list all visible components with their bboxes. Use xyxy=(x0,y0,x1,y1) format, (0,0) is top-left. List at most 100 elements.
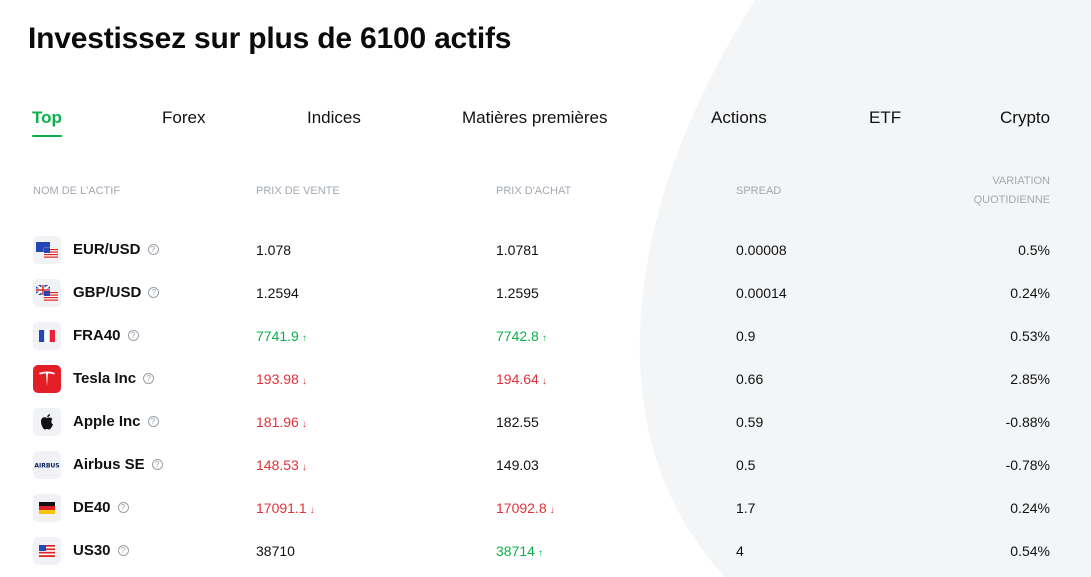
table-row[interactable]: Tesla Inc ? 193.98 ↓ 194.64 ↓ 0.66 2.85% xyxy=(0,364,1091,394)
sell-price: 7741.9 ↑ xyxy=(256,328,307,344)
asset-label: DE40 xyxy=(73,499,111,516)
tab-etf[interactable]: ETF xyxy=(869,108,902,127)
spread-value: 0.66 xyxy=(736,371,764,387)
arrow-down-icon: ↓ xyxy=(549,505,555,516)
table-row[interactable]: Apple Inc ? 181.96 ↓ 182.55 0.59 -0.88% xyxy=(0,407,1091,437)
spread-value: 0.59 xyxy=(736,414,764,430)
info-icon[interactable]: ? xyxy=(148,287,160,298)
info-icon[interactable]: ? xyxy=(117,502,129,513)
buy-price: 149.03 xyxy=(496,457,539,473)
spread-value: 0.5 xyxy=(736,457,756,473)
header-buy: PRIX D'ACHAT xyxy=(496,185,572,197)
table-row[interactable]: EUR/USD ? 1.078 1.0781 0.00008 0.5% xyxy=(0,235,1091,265)
variation-value: 0.24% xyxy=(1010,285,1050,301)
tab-forex[interactable]: Forex xyxy=(162,108,206,127)
buy-value: 1.0781 xyxy=(496,242,539,258)
asset-name[interactable]: FRA40 ? xyxy=(73,327,139,344)
table-row[interactable]: GBP/USD ? 1.2594 1.2595 0.00014 0.24% xyxy=(0,278,1091,308)
us-flag-icon xyxy=(33,537,61,565)
info-icon[interactable]: ? xyxy=(147,244,159,255)
table-row[interactable]: FRA40 ? 7741.9 ↑ 7742.8 ↑ 0.9 0.53% xyxy=(0,321,1091,351)
sell-value: 181.96 xyxy=(256,414,299,430)
tab-crypto[interactable]: Crypto xyxy=(1000,108,1051,127)
arrow-down-icon: ↓ xyxy=(301,376,307,387)
buy-value: 38714 xyxy=(496,543,535,559)
table-row[interactable]: US30 ? 38710 38714 ↑ 4 0.54% xyxy=(0,536,1091,566)
buy-price: 7742.8 ↑ xyxy=(496,328,547,344)
variation-value: 0.53% xyxy=(1010,328,1050,344)
tab-actions[interactable]: Actions xyxy=(711,108,767,127)
sell-value: 17091.1 xyxy=(256,500,307,516)
tab-top[interactable]: Top xyxy=(32,108,62,137)
buy-price: 17092.8 ↓ xyxy=(496,500,555,516)
germany-flag-icon xyxy=(33,494,61,522)
sell-value: 7741.9 xyxy=(256,328,299,344)
sell-price: 17091.1 ↓ xyxy=(256,500,315,516)
spread-value: 0.00014 xyxy=(736,285,787,301)
header-sell: PRIX DE VENTE xyxy=(256,185,340,197)
asset-name[interactable]: Airbus SE ? xyxy=(73,456,163,473)
arrow-down-icon: ↓ xyxy=(301,462,307,473)
asset-name[interactable]: Tesla Inc ? xyxy=(73,370,155,387)
variation-value: 2.85% xyxy=(1010,371,1050,387)
asset-name[interactable]: EUR/USD ? xyxy=(73,241,159,258)
variation-value: -0.88% xyxy=(1005,414,1050,430)
uk-us-flag-icon xyxy=(33,279,61,307)
buy-value: 194.64 xyxy=(496,371,539,387)
sell-value: 1.078 xyxy=(256,242,292,258)
sell-price: 1.2594 xyxy=(256,285,299,301)
arrow-down-icon: ↓ xyxy=(301,419,307,430)
asset-name[interactable]: Apple Inc ? xyxy=(73,413,159,430)
info-icon[interactable]: ? xyxy=(127,330,139,341)
arrow-down-icon: ↓ xyxy=(541,376,547,387)
header-variation-line1: VARIATION xyxy=(992,175,1050,187)
header-spread: SPREAD xyxy=(736,185,782,197)
background-shape xyxy=(639,0,1091,577)
sell-price: 148.53 ↓ xyxy=(256,457,307,473)
buy-value: 182.55 xyxy=(496,414,539,430)
arrow-up-icon: ↑ xyxy=(301,333,307,344)
spread-value: 0.00008 xyxy=(736,242,787,258)
airbus-logo-icon: AIRBUS xyxy=(33,451,61,479)
sell-price: 181.96 ↓ xyxy=(256,414,307,430)
svg-text:AIRBUS: AIRBUS xyxy=(34,463,59,470)
variation-value: 0.5% xyxy=(1018,242,1050,258)
header-asset: NOM DE L'ACTIF xyxy=(33,185,121,197)
buy-value: 1.2595 xyxy=(496,285,539,301)
info-icon[interactable]: ? xyxy=(151,459,163,470)
info-icon[interactable]: ? xyxy=(117,545,129,556)
tesla-logo-icon xyxy=(33,365,61,393)
arrow-up-icon: ↑ xyxy=(541,333,547,344)
asset-label: Airbus SE xyxy=(73,456,145,473)
tab-indices[interactable]: Indices xyxy=(307,108,361,127)
buy-value: 17092.8 xyxy=(496,500,547,516)
spread-value: 4 xyxy=(736,543,744,559)
buy-value: 149.03 xyxy=(496,457,539,473)
table-row[interactable]: DE40 ? 17091.1 ↓ 17092.8 ↓ 1.7 0.24% xyxy=(0,493,1091,523)
arrow-down-icon: ↓ xyxy=(309,505,315,516)
info-icon[interactable]: ? xyxy=(147,416,159,427)
asset-name[interactable]: DE40 ? xyxy=(73,499,129,516)
asset-name[interactable]: GBP/USD ? xyxy=(73,284,160,301)
table-row[interactable]: AIRBUS Airbus SE ? 148.53 ↓ 149.03 0.5 -0… xyxy=(0,450,1091,480)
spread-value: 1.7 xyxy=(736,500,756,516)
info-icon[interactable]: ? xyxy=(143,373,155,384)
buy-price: 1.2595 xyxy=(496,285,539,301)
asset-label: FRA40 xyxy=(73,327,121,344)
buy-price: 182.55 xyxy=(496,414,539,430)
asset-name[interactable]: US30 ? xyxy=(73,542,129,559)
buy-price: 194.64 ↓ xyxy=(496,371,547,387)
arrow-up-icon: ↑ xyxy=(537,548,543,559)
sell-price: 1.078 xyxy=(256,242,291,258)
tab-matieres-premieres[interactable]: Matières premières xyxy=(462,108,608,127)
variation-value: -0.78% xyxy=(1005,457,1050,473)
france-flag-icon xyxy=(33,322,61,350)
buy-price: 38714 ↑ xyxy=(496,543,543,559)
spread-value: 0.9 xyxy=(736,328,756,344)
asset-label: Apple Inc xyxy=(73,413,141,430)
sell-price: 193.98 ↓ xyxy=(256,371,307,387)
page-title: Investissez sur plus de 6100 actifs xyxy=(28,22,512,55)
buy-price: 1.0781 xyxy=(496,242,539,258)
header-variation-line2: QUOTIDIENNE xyxy=(973,194,1050,206)
asset-label: EUR/USD xyxy=(73,241,141,258)
